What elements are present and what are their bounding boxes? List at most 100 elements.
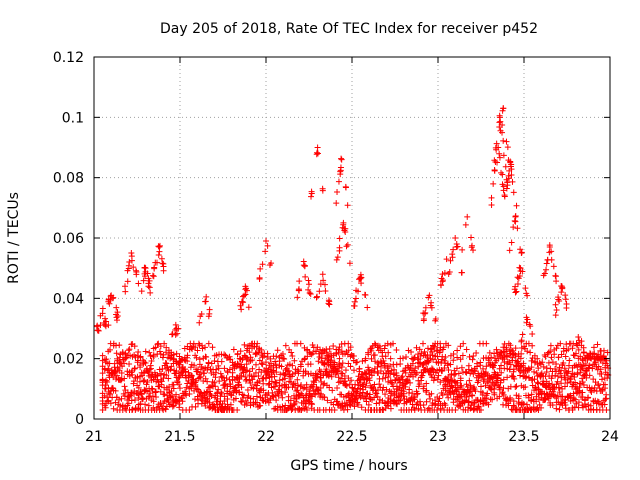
data-point [159,354,166,361]
data-point [356,382,363,389]
data-point [511,217,518,224]
data-point [305,396,312,403]
data-point [249,365,256,372]
data-point [193,366,200,373]
data-point [452,235,459,241]
data-point [522,285,529,292]
data-point [238,298,245,305]
data-point [239,299,246,306]
y-tick-label: 0.02 [53,352,84,368]
data-point [142,401,149,408]
data-point [514,225,521,232]
data-point [169,381,176,388]
data-point [408,348,415,355]
data-point [337,171,344,178]
data-point [499,121,506,128]
data-point [569,345,576,352]
data-point [336,355,343,362]
data-point [483,363,490,370]
data-point [147,352,154,359]
data-point [294,294,301,301]
data-point [428,390,435,397]
data-point [187,364,194,371]
data-point [199,345,206,352]
data-point [124,278,131,285]
data-point [486,349,493,356]
data-point [176,404,183,411]
data-point [131,388,138,395]
data-point [259,261,266,268]
data-point [162,360,169,367]
data-point [237,356,244,363]
data-point [233,387,240,394]
data-point [295,286,302,293]
data-point [557,340,564,347]
data-point [204,366,211,373]
data-point [416,381,423,388]
data-point [302,368,309,375]
data-point [450,357,457,364]
data-point [168,401,175,408]
data-point [137,388,144,395]
data-point [319,271,326,278]
data-point [170,351,177,358]
data-point [394,401,401,408]
data-point [503,344,510,351]
data-point [454,354,461,361]
data-point [493,140,500,147]
data-point [249,345,256,352]
data-point [392,376,399,383]
data-point [491,167,498,174]
data-point [271,405,278,412]
data-point [379,375,386,382]
data-point [334,384,341,391]
data-point [205,340,212,347]
data-point [397,360,404,367]
data-point [202,391,209,398]
data-point [282,342,289,349]
data-point [218,389,225,396]
data-point [341,227,348,234]
data-point [562,353,569,360]
data-point [232,395,239,402]
data-point [173,330,180,337]
data-point [561,372,568,379]
data-point [179,398,186,405]
data-point [558,380,565,387]
data-point [538,404,545,411]
data-point [505,402,512,409]
data-point [543,365,550,372]
data-point [145,369,152,376]
data-point [461,399,468,406]
data-point [554,373,561,380]
data-point [146,366,153,373]
data-point [116,342,123,349]
data-point [279,350,286,357]
data-point [192,403,199,410]
data-point [336,247,343,254]
data-point [512,352,519,359]
data-point [554,378,561,385]
data-point [374,364,381,371]
data-point [371,340,378,347]
data-point [267,395,274,402]
data-point [533,393,540,400]
data-point [577,366,584,373]
data-point [466,377,473,384]
data-point [194,386,201,393]
data-point [452,406,459,413]
data-point [413,391,420,398]
data-point [186,385,193,392]
data-point [195,400,202,407]
data-point [345,360,352,367]
data-point [321,394,328,401]
data-point [496,393,503,400]
data-point [315,387,322,394]
data-point [214,401,221,408]
data-point [330,342,337,349]
data-point [550,263,557,270]
data-point [509,347,516,354]
data-point [446,378,453,385]
data-point [375,347,382,354]
data-point [336,365,343,372]
